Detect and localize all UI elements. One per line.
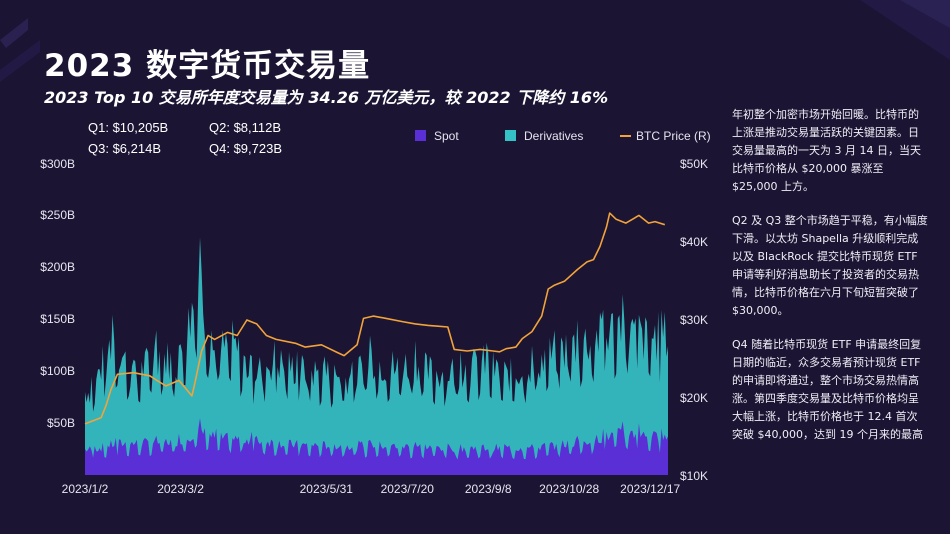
x-tick-label: 2023/5/31: [299, 482, 353, 496]
legend-derivatives-label: Derivatives: [524, 129, 584, 143]
commentary-q4: Q4 随着比特币现货 ETF 申请最终回复日期的临近，众多交易者预计现货 ETF…: [732, 338, 923, 441]
quarter-q4: Q4: $9,723B: [209, 141, 282, 156]
page-title: 2023 数字货币交易量: [44, 48, 371, 84]
derivatives-area: [85, 237, 668, 475]
y-tick-right: $10K: [680, 469, 709, 483]
page-subtitle: 2023 Top 10 交易所年度交易量为 34.26 万亿美元，较 2022 …: [44, 88, 609, 107]
legend-btc-label: BTC Price (R): [636, 129, 711, 143]
btc-price-line: [84, 212, 666, 425]
y-tick-right: $20K: [680, 391, 709, 405]
x-tick-label: 2023/3/2: [157, 482, 204, 496]
y-tick-left: $200B: [40, 260, 75, 274]
x-tick-label: 2023/9/8: [464, 482, 512, 496]
y-tick-left: $50B: [46, 416, 75, 430]
x-tick-label: 2023/1/2: [61, 482, 109, 496]
y-tick-right: $40K: [680, 235, 709, 249]
legend-btc-swatch: [620, 135, 631, 137]
commentary-q2-q3: Q2 及 Q3 整个市场趋于平稳，有小幅度下滑。以太坊 Shapella 升级顺…: [732, 214, 928, 317]
spot-area: [85, 418, 668, 475]
legend-spot-label: Spot: [434, 129, 459, 143]
x-tick-label: 2023/7/20: [380, 482, 434, 496]
x-tick-label: 2023/12/17: [620, 482, 681, 496]
commentary-q1: 年初整个加密市场开始回暖。比特币的上涨是推动交易量活跃的关键因素。日交易量最高的…: [732, 108, 921, 193]
y-tick-right: $50K: [680, 157, 709, 171]
quarter-q3: Q3: $6,214B: [88, 141, 161, 156]
quarter-q2: Q2: $8,112B: [209, 120, 282, 135]
commentary-panel: 年初整个加密市场开始回暖。比特币的上涨是推动交易量活跃的关键因素。日交易量最高的…: [732, 106, 928, 460]
y-tick-left: $250B: [40, 208, 75, 222]
legend-spot-swatch: [415, 130, 426, 141]
y-tick-left: $300B: [40, 157, 75, 171]
y-tick-left: $150B: [40, 312, 75, 326]
x-tick-label: 2023/10/28: [539, 482, 600, 496]
y-tick-left: $100B: [40, 364, 75, 378]
legend-derivatives-swatch: [505, 130, 516, 141]
y-tick-right: $30K: [680, 313, 709, 327]
quarter-q1: Q1: $10,205B: [88, 120, 169, 135]
